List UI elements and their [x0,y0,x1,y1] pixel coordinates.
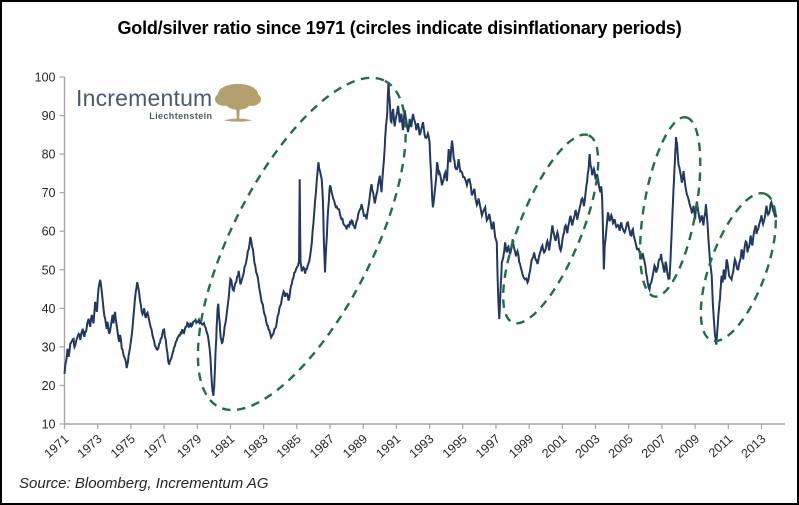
x-tick-label: 1989 [340,432,370,461]
x-tick-label: 1977 [141,432,171,461]
y-tick-label: 70 [42,186,56,200]
x-tick-label: 1979 [174,432,204,461]
logo-wordmark: Incrementum [76,85,213,111]
x-tick-label: 1993 [407,432,437,461]
x-tick-label: 1997 [473,432,503,461]
x-tick-label: 1999 [506,432,536,461]
y-tick-label: 60 [42,225,56,239]
tree-icon-shape [215,83,262,122]
series-line-gold-silver-ratio [63,82,778,397]
y-tick-label: 80 [42,148,56,162]
y-tick-label: 50 [42,263,56,277]
logo-subtitle: Liechtenstein [149,111,213,122]
x-tick-label: 1975 [108,432,138,461]
y-tick-label: 40 [42,302,56,316]
y-tick-label: 20 [42,379,56,393]
x-tick-label: 1983 [241,432,271,461]
y-tick-label: 10 [42,418,56,432]
disinflation-ellipse-1 [196,76,407,412]
incrementum-logo: Incrementum Liechtenstein [76,83,262,127]
x-tick-label: 2001 [539,432,569,461]
x-tick-label: 1973 [75,432,105,461]
y-tick-label: 100 [35,71,56,85]
source-text: Source: Bloomberg, Incrementum AG [19,475,269,492]
disinflation-ellipse-2 [501,133,600,325]
x-tick-label: 1971 [41,432,71,461]
x-tick-label: 1991 [373,432,403,461]
x-tick-label: 2013 [738,432,768,461]
x-tick-label: 1981 [207,432,237,461]
x-tick-label: 2011 [706,432,735,460]
x-tick-label: 2007 [639,432,669,461]
chart-title: Gold/silver ratio since 1971 (circles in… [117,18,682,38]
x-tick-label: 1995 [440,432,470,461]
x-tick-label: 2009 [672,432,702,461]
y-tick-label: 30 [42,340,56,354]
x-tick-label: 2005 [606,432,636,461]
x-tick-label: 2003 [573,432,603,461]
x-tick-label: 1987 [307,432,337,461]
y-tick-label: 90 [42,109,56,123]
logo-text-block: Incrementum Liechtenstein [76,86,212,121]
x-tick-label: 1985 [274,432,304,461]
disinflation-ellipse-3 [638,115,702,298]
disinflation-ellipse-4 [699,191,777,343]
tree-icon [215,83,262,122]
